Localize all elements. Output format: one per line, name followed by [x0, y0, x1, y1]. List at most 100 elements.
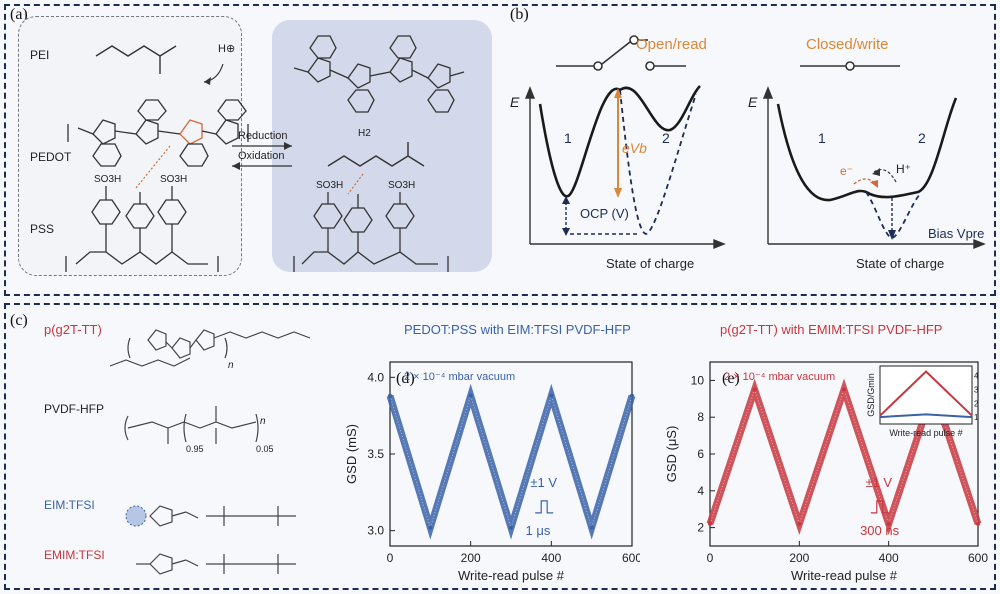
pulse-icon	[535, 500, 554, 514]
vacuum-annotation: 2 × 10⁻⁴ mbar vacuum	[404, 371, 515, 383]
label-pedot: PEDOT	[30, 150, 72, 164]
panel-a: PEI PEDOT PSS H⊕ Reduction Oxidation H2 …	[18, 16, 498, 286]
chart-d: 0 200 400 600 3.0 3.5 4.0 Write-read pulse # GSD…	[344, 361, 640, 583]
x-tick-label-1: 200	[789, 551, 809, 565]
y-tick-label-3: 8	[697, 410, 704, 424]
panel-label-e: (e)	[722, 370, 740, 387]
x-tick-label-0: 0	[707, 551, 714, 565]
inset-x-label: Write-read pulse #	[889, 428, 962, 438]
y-tick-label-1: 3.5	[367, 447, 384, 461]
data-point-6	[630, 393, 634, 398]
y-tick-label-0: 3.0	[367, 524, 384, 538]
x-tick-label-2: 400	[541, 551, 561, 565]
x-tick-label-1: 200	[461, 551, 481, 565]
chart-e-title: p(g2T-TT) with EMIM:TFSI PVDF-HFP	[720, 322, 943, 337]
ocp-label: OCP (V)	[580, 206, 629, 221]
top-frame	[4, 4, 996, 296]
sulfonic-label-3: SO3H	[316, 180, 344, 191]
data-point-0	[708, 521, 712, 526]
data-point-4	[886, 521, 891, 526]
inset-series-1	[879, 413, 973, 419]
material-pvdf-hfp: PVDF-HFP	[44, 402, 104, 416]
data-series-line	[386, 383, 636, 540]
right-well-1: 1	[818, 130, 826, 146]
material-emim-tfsi: EMIM:TFSI	[44, 548, 105, 562]
material-eim-tfsi: EIM:TFSI	[44, 498, 95, 512]
panel-c: p(g2T-TT) PVDF-HFP EIM:TFSI EMIM:TFSI	[10, 320, 350, 586]
y-tick-label-2: 6	[697, 447, 704, 461]
vacuum-annotation: 2 × 10⁻⁴ mbar vacuum	[724, 371, 835, 383]
open-read-title: Open/read	[636, 36, 707, 53]
data-point-1	[428, 525, 433, 530]
pvdf-subscript-1: 0.95	[186, 444, 204, 454]
y-tick-label-2: 4.0	[367, 370, 384, 384]
proton-label-b: H⁺	[896, 162, 911, 176]
left-energy-axis-label: E	[510, 94, 520, 110]
pulse-voltage-label: ±1 V	[530, 475, 557, 490]
right-x-axis-label: State of charge	[856, 256, 945, 271]
data-point-1	[752, 387, 757, 392]
pulse-icon	[870, 500, 889, 514]
panel-c-structures	[109, 329, 311, 575]
bias-label: Bias Vpre	[928, 226, 985, 241]
x-axis-label: Write-read pulse #	[458, 568, 565, 583]
sulfonic-label-2: SO3H	[160, 174, 188, 185]
panel-label-b: (b)	[510, 6, 529, 23]
data-point-3	[842, 387, 846, 392]
panel-b-energy-diagrams	[524, 35, 986, 250]
data-point-6	[976, 521, 980, 526]
right-energy-axis-label: E	[748, 94, 758, 110]
left-x-axis-label: State of charge	[606, 256, 695, 271]
right-well-2: 2	[918, 130, 926, 146]
inset-series-0	[879, 370, 973, 417]
panel-b: Open/read Closed/write E E State of char…	[500, 16, 992, 292]
polymer-n-2: n	[260, 416, 266, 427]
panel-label-a: (a)	[10, 6, 28, 23]
bottom-frame	[4, 303, 996, 590]
inset-y-tick-1: 2	[974, 399, 979, 408]
barrier-voltage-label: eVb	[622, 140, 647, 156]
panel-label-d: (d)	[396, 370, 415, 387]
panel-a-chemistry	[65, 35, 465, 272]
y-tick-label-4: 10	[691, 373, 705, 387]
left-well-1: 1	[564, 130, 572, 146]
closed-write-title: Closed/write	[806, 36, 889, 53]
x-tick-label-3: 600	[968, 551, 988, 565]
inset-y-tick-0: 1	[974, 413, 979, 422]
data-point-2	[797, 521, 802, 526]
data-point-0	[388, 393, 392, 398]
pvdf-subscript-2: 0.05	[256, 444, 274, 454]
oxidation-label: Oxidation	[238, 150, 285, 162]
x-tick-label-0: 0	[387, 551, 394, 565]
sulfonic-label-4: SO3H	[388, 180, 416, 191]
y-axis-label: GSD (mS)	[344, 424, 359, 484]
label-pei: PEI	[30, 48, 50, 62]
data-point-5	[589, 525, 594, 530]
panel-label-c: (c)	[10, 312, 28, 329]
left-well-2: 2	[662, 130, 670, 146]
oxidized-state-box	[272, 20, 492, 272]
label-pss: PSS	[30, 222, 55, 236]
y-axis-label: GSD (μS)	[664, 426, 679, 483]
inset-y-label: GSD/Gmin	[866, 373, 876, 417]
x-tick-label-3: 600	[622, 551, 640, 565]
proton-label: H⊕	[218, 43, 236, 55]
pulse-width-label: 300 ns	[860, 523, 900, 538]
y-tick-label-0: 2	[697, 521, 704, 535]
chart-e: 0 200 400 600 2 4 6 8 10 Write-read pulse # GSD (μ…	[664, 361, 988, 583]
material-p-g2t-tt: p(g2T-TT)	[44, 322, 102, 337]
inset-y-tick-3: 4	[974, 372, 979, 381]
sulfonic-label-1: SO3H	[94, 174, 122, 185]
electron-label: e⁻	[840, 164, 854, 178]
pulse-voltage-label: ±1 V	[865, 475, 892, 490]
x-axis-label: Write-read pulse #	[791, 568, 898, 583]
x-tick-label-2: 400	[879, 551, 899, 565]
data-point-2	[468, 393, 473, 398]
reduction-label: Reduction	[238, 130, 288, 142]
y-tick-label-1: 4	[697, 484, 704, 498]
ammonium-label: H2	[358, 128, 371, 139]
data-point-4	[549, 393, 554, 398]
chart-d-title: PEDOT:PSS with EIM:TFSI PVDF-HFP	[404, 322, 631, 337]
data-point-3	[509, 525, 513, 530]
polymer-n-1: n	[228, 360, 234, 371]
